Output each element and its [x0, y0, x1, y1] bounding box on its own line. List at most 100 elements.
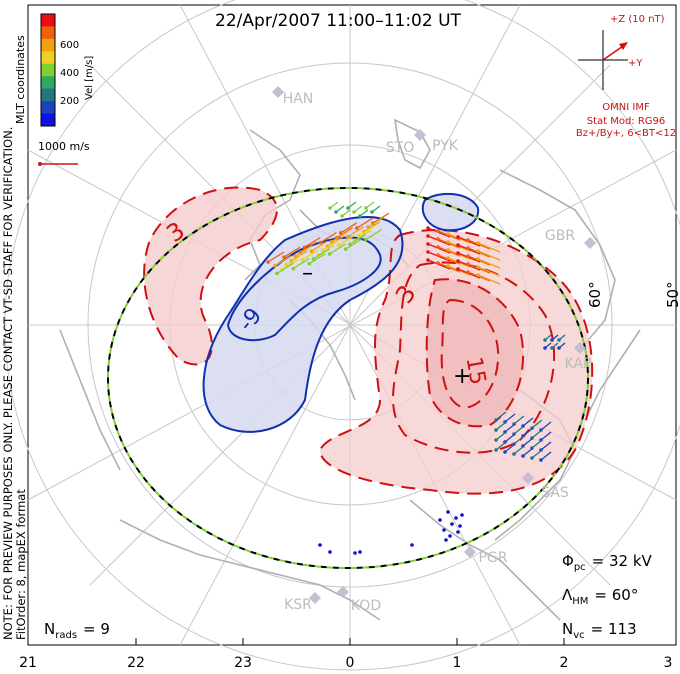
velocity-vector	[457, 260, 481, 271]
velocity-vector	[457, 252, 481, 263]
velocity-vector	[477, 266, 501, 277]
velocity-vector	[338, 234, 356, 246]
vector-origin	[352, 210, 356, 214]
velocity-vector	[356, 217, 374, 229]
vector-origin	[438, 518, 442, 522]
velocity-vector	[531, 419, 543, 429]
velocity-vector	[495, 411, 507, 421]
velocity-vector	[308, 253, 326, 265]
vector-origin	[370, 210, 374, 214]
velocity-vector	[522, 417, 534, 427]
station-marker	[574, 342, 586, 354]
velocity-vector	[322, 239, 339, 251]
vector-origin	[266, 260, 270, 264]
colorbar-unit-label: Vel [m/s]	[84, 56, 95, 100]
positive-cell-fills	[144, 187, 593, 494]
map-title: 22/Apr/2007 11:00–11:02 UT	[215, 11, 461, 31]
velocity-vector	[311, 240, 328, 252]
vector-origin	[426, 234, 430, 238]
vector-origin	[318, 240, 323, 245]
svg-text:Nvc= 113: Nvc = 113	[562, 620, 637, 641]
vector-origin	[436, 261, 440, 265]
velocity-vector	[522, 447, 534, 457]
velocity-vector	[304, 236, 321, 249]
velocity-vector	[365, 228, 383, 240]
vector-origin	[512, 452, 516, 456]
vector-origin	[345, 234, 350, 239]
vector-origin	[436, 229, 440, 233]
velocity-vector	[283, 246, 301, 258]
velocity-vector	[513, 425, 525, 435]
colorbar-segment	[41, 51, 55, 65]
vector-origin	[307, 261, 312, 266]
station-label: KAP	[565, 356, 592, 372]
velocity-vector	[495, 421, 507, 431]
svg-text:Φpc= 32 kV: Φpc = 32 kV	[562, 552, 653, 573]
vector-origin	[366, 225, 370, 229]
contour-label-pos-inner: 15	[461, 355, 490, 387]
vector-origin	[346, 206, 350, 210]
vector-origin	[320, 248, 325, 252]
vector-origin	[530, 456, 534, 460]
station-marker	[309, 592, 321, 604]
velocity-vector	[457, 268, 481, 279]
station-label: SAS	[541, 485, 569, 501]
velocity-vector	[477, 242, 501, 253]
vector-origin	[328, 550, 332, 554]
mlt-tick-label: 3	[664, 655, 673, 671]
station-ksr: KSR	[284, 597, 312, 613]
velocity-vector	[437, 262, 461, 273]
pos-extremum-marker: +	[453, 364, 471, 389]
vector-origin	[476, 265, 480, 269]
vector-origin	[446, 248, 450, 252]
velocity-colorbar	[40, 13, 56, 127]
velocity-vector	[504, 423, 516, 433]
vector-origin	[466, 270, 470, 274]
imf-z-label: +Z (10 nT)	[610, 14, 665, 25]
station-han: HAN	[283, 91, 314, 107]
radar-stations: HAN STO PYK GBR KAP SAS PGR KSR KOD	[272, 86, 596, 614]
velocity-vector	[495, 431, 507, 441]
colorbar-segment	[41, 76, 55, 90]
velocity-vector	[522, 427, 534, 437]
velocity-vector	[477, 250, 501, 261]
vector-origin	[358, 214, 362, 218]
vector-origin	[476, 241, 480, 245]
velocity-vector	[349, 233, 367, 245]
vector-origin	[550, 346, 554, 350]
colorbar-segment	[41, 101, 55, 115]
station-marker	[584, 237, 596, 249]
negative-contour-outer	[202, 216, 404, 433]
vector-origin	[557, 346, 561, 350]
station-kap: KAP	[565, 356, 592, 372]
vector-origin	[311, 257, 316, 261]
neg-extremum-marker: –	[302, 261, 313, 286]
velocity-vector	[467, 271, 491, 282]
velocity-vector	[513, 435, 525, 445]
vector-origin	[466, 254, 470, 258]
vector-origin	[426, 226, 430, 230]
vector-origin	[448, 534, 452, 538]
vector-origin	[494, 448, 498, 452]
velocity-vector	[329, 243, 346, 255]
vector-origin	[348, 242, 352, 247]
hm-boundary	[107, 187, 589, 569]
vector-origin	[454, 516, 458, 520]
mlt-tick-label: 1	[453, 655, 462, 671]
positive-contour-inner-3	[440, 298, 500, 410]
vector-origin	[557, 338, 561, 342]
velocity-vector	[427, 227, 451, 238]
velocity-vector	[447, 241, 471, 252]
vector-origin	[353, 551, 357, 555]
velocity-vector	[340, 222, 358, 234]
velocity-vector	[457, 244, 481, 255]
velocity-vector	[285, 254, 303, 266]
velocity-vector	[477, 274, 501, 285]
mlt-tick-label: 21	[19, 655, 37, 671]
vector-origin	[456, 259, 460, 263]
stat-n-rads: Nrads = 9	[44, 620, 110, 641]
vector-origin	[494, 428, 498, 432]
vector-origin	[456, 251, 460, 255]
velocity-vector	[531, 449, 543, 459]
imf-model-label: Stat Mod: RG96	[587, 116, 666, 127]
